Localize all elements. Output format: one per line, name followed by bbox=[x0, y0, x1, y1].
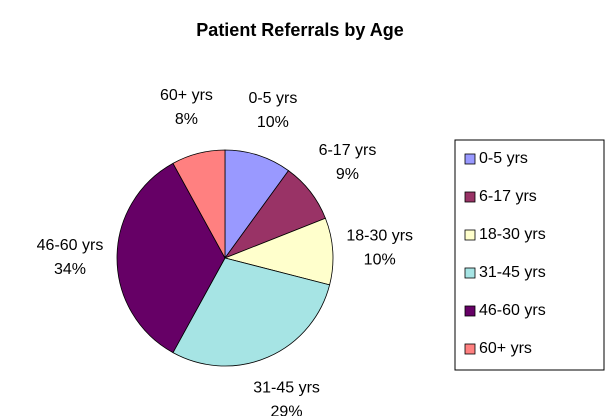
legend-swatch bbox=[464, 267, 476, 279]
slice-label-value: 9% bbox=[336, 166, 359, 183]
slice-label-name: 31-45 yrs bbox=[253, 379, 320, 396]
legend-label: 6-17 yrs bbox=[479, 188, 537, 205]
slice-label-value: 34% bbox=[54, 261, 86, 278]
slice-label-value: 10% bbox=[364, 251, 396, 268]
legend-swatch bbox=[464, 191, 476, 203]
legend-swatch bbox=[464, 305, 476, 317]
legend-swatch bbox=[464, 229, 476, 241]
pie-slice bbox=[172, 257, 331, 367]
slice-label-name: 0-5 yrs bbox=[248, 90, 297, 107]
slice-label-value: 29% bbox=[271, 403, 303, 416]
pie-slice bbox=[172, 149, 226, 259]
legend-label: 18-30 yrs bbox=[479, 226, 546, 243]
legend-label: 31-45 yrs bbox=[479, 264, 546, 281]
slice-label-value: 8% bbox=[175, 111, 198, 128]
slice-label-name: 46-60 yrs bbox=[37, 237, 104, 254]
legend-swatch bbox=[464, 343, 476, 355]
legend-label: 0-5 yrs bbox=[479, 150, 528, 167]
slice-label-value: 10% bbox=[257, 114, 289, 131]
legend-label: 60+ yrs bbox=[479, 340, 532, 357]
chart-title: Patient Referrals by Age bbox=[196, 20, 403, 40]
legend-box bbox=[454, 139, 605, 371]
slice-label-name: 18-30 yrs bbox=[346, 227, 413, 244]
slice-label-name: 60+ yrs bbox=[160, 87, 213, 104]
slice-label-name: 6-17 yrs bbox=[319, 142, 377, 159]
pie-slice bbox=[116, 162, 226, 354]
legend-swatch bbox=[464, 153, 476, 165]
legend-label: 46-60 yrs bbox=[479, 302, 546, 319]
